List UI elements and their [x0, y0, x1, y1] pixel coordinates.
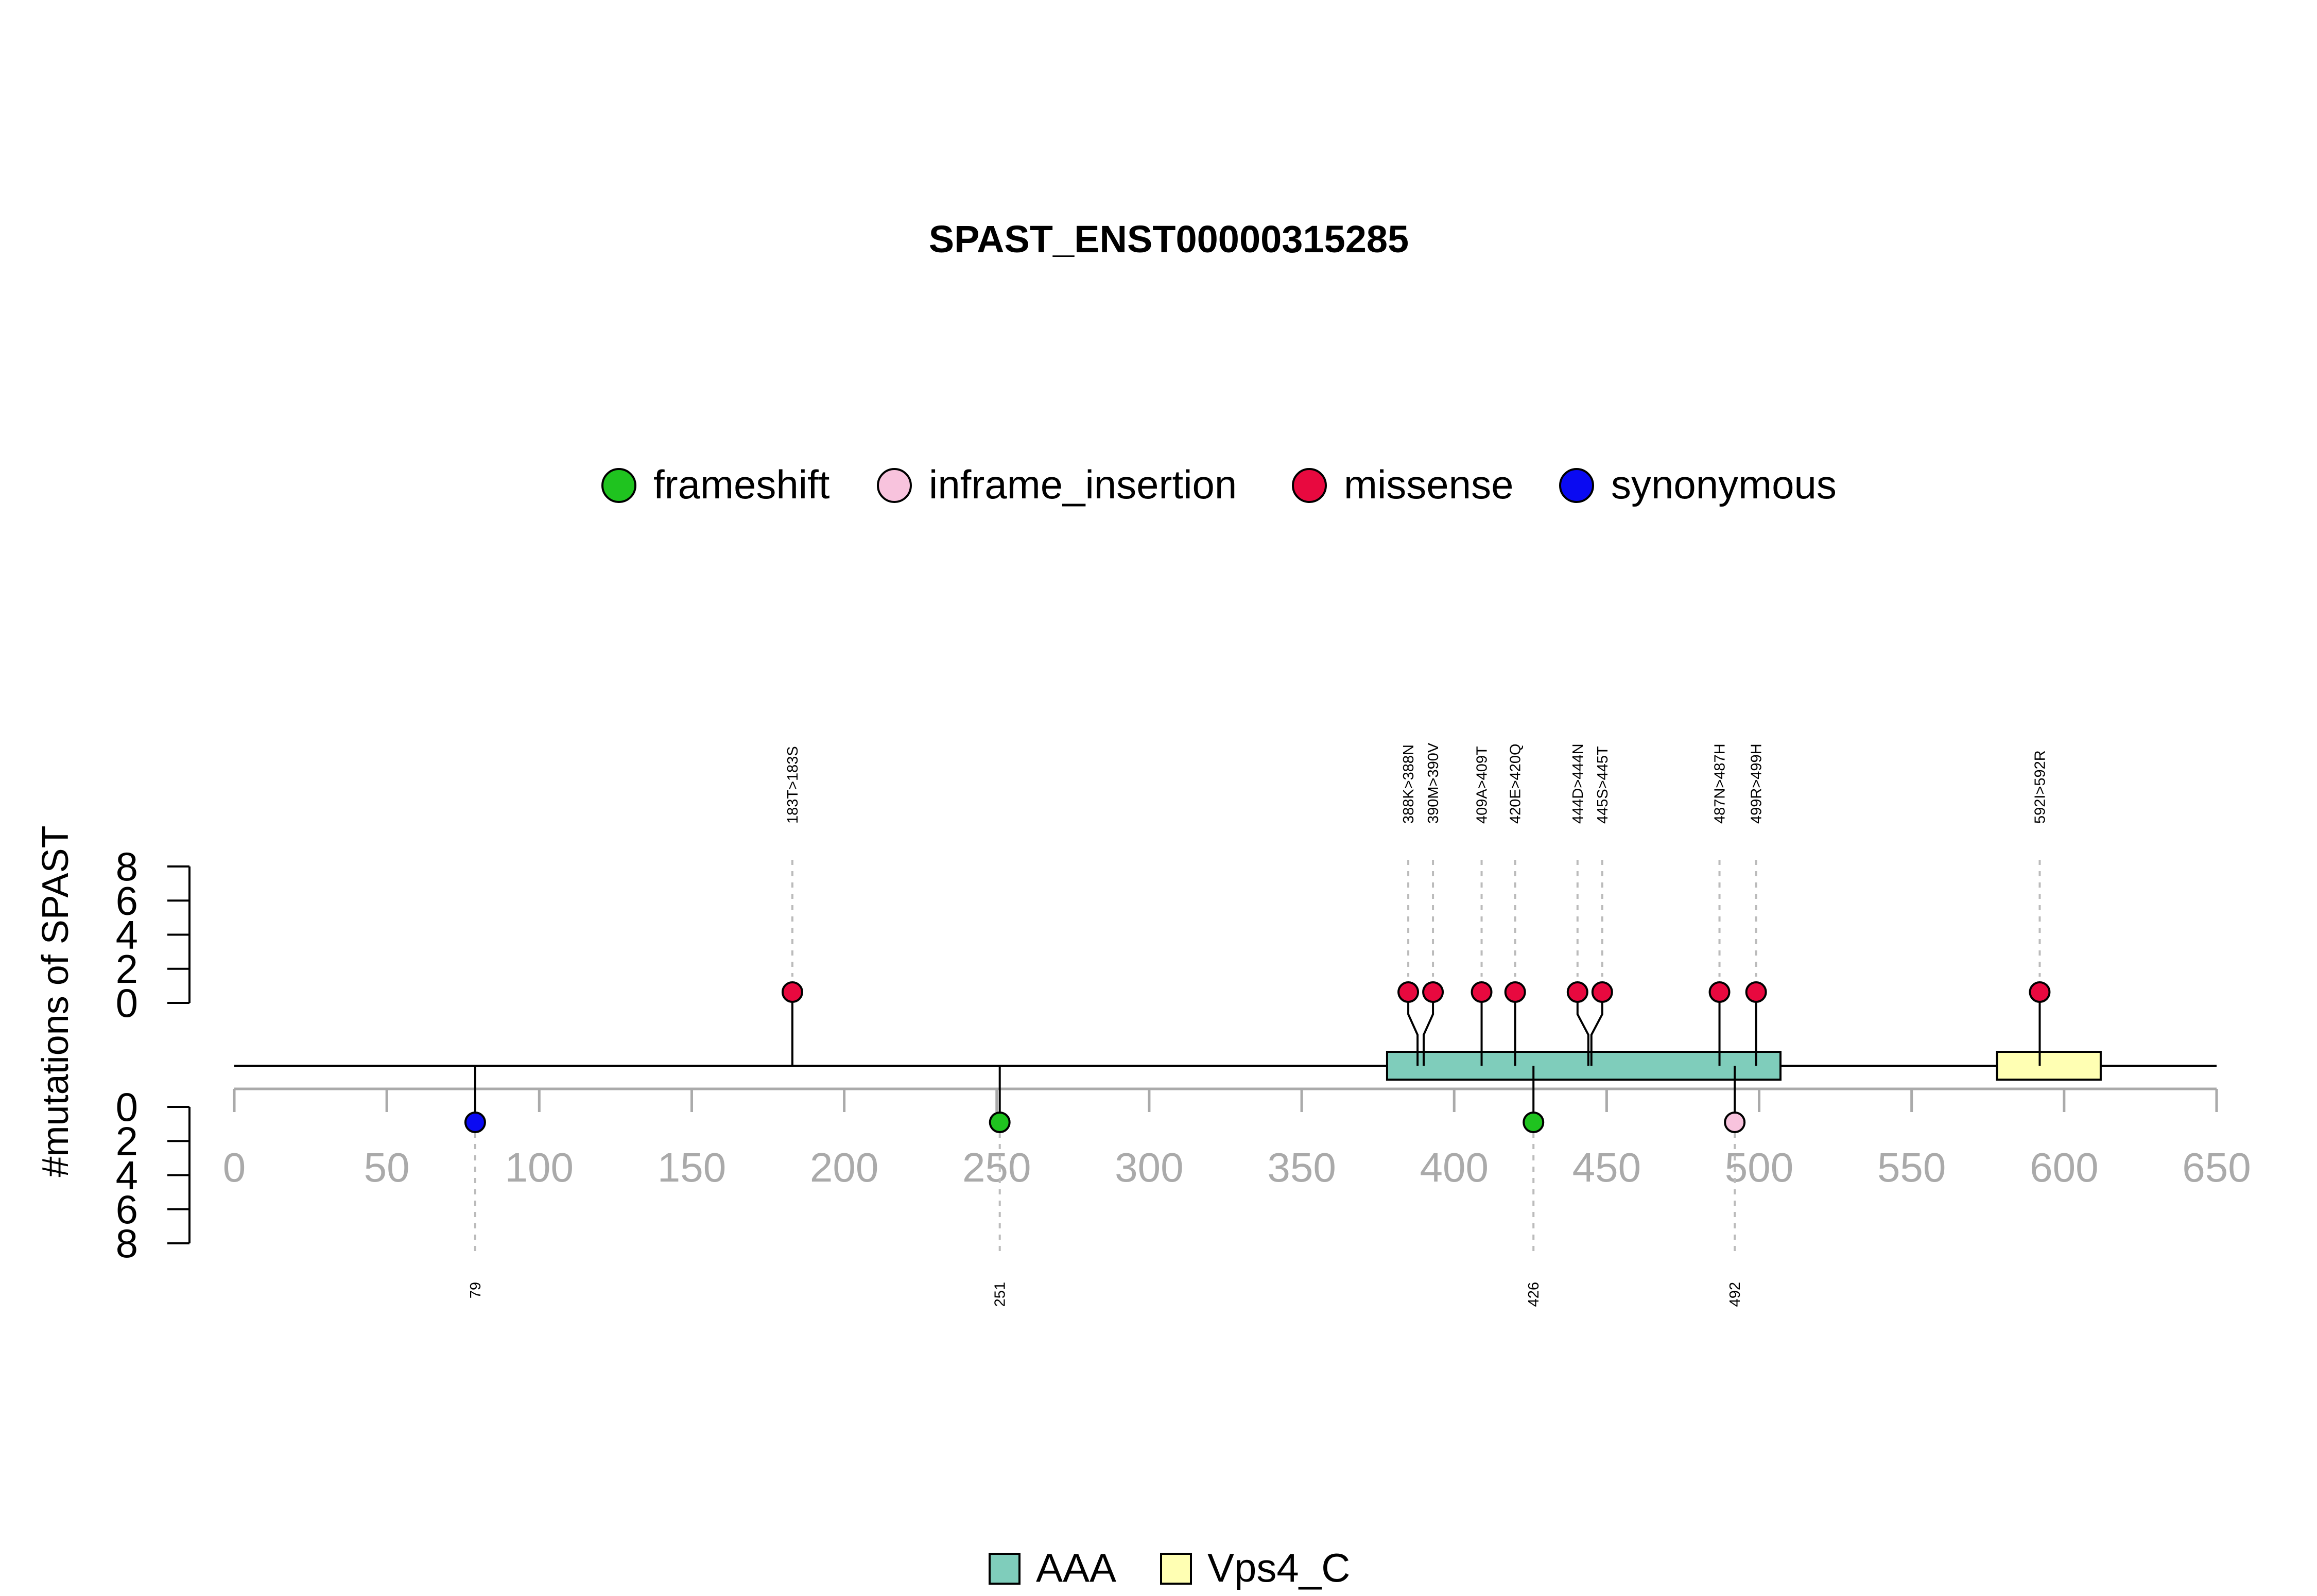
mutation-type-legend: frameshift inframe_insertion missense synon…: [601, 462, 1837, 507]
x-axis: 0 50 100 150 200 250 300 350 400 450 500 550 600 650: [223, 1087, 2251, 1190]
mutation-point: [1504, 981, 1526, 1003]
x-tick-label: 500: [1725, 1144, 1793, 1190]
mutation-point: [1422, 981, 1444, 1003]
domain-legend-swatch-Vps4_C: [1160, 1553, 1192, 1585]
domain-Vps4_C: [1996, 1051, 2102, 1081]
domain-legend-swatch-AAA: [989, 1553, 1021, 1585]
domain-legend: AAA Vps4_C: [989, 1545, 1351, 1590]
mutation-point: [1566, 981, 1588, 1003]
mutation-label: 79: [468, 1282, 484, 1298]
y-tick-label: 2: [116, 1118, 138, 1164]
mutation-point: [1708, 981, 1731, 1003]
x-tick-label: 200: [810, 1144, 878, 1190]
mutations-above: 183T>183S 388K>388N 390M>390V 409A>409T 420E…: [781, 742, 2051, 1066]
x-tick-label: 50: [364, 1144, 410, 1190]
mutation-label: 426: [1526, 1282, 1542, 1307]
mutation-label: 444D>444N: [1570, 743, 1586, 824]
mutation-stem: [1407, 992, 1419, 1066]
mutation-label: 183T>183S: [785, 746, 801, 824]
y-tick-label: 4: [116, 1153, 138, 1198]
mutation-label: 487N>487H: [1712, 743, 1728, 824]
legend-marker-synonymous: [1559, 468, 1594, 503]
x-tick-label: 150: [658, 1144, 726, 1190]
mutation-label: 492: [1727, 1282, 1743, 1307]
legend-label-inframe_insertion: inframe_insertion: [929, 462, 1237, 507]
x-tick-label: 650: [2182, 1144, 2251, 1190]
y-tick-label: 4: [116, 912, 138, 958]
mutation-point: [1745, 981, 1767, 1003]
mutation-point: [781, 981, 803, 1003]
x-tick-label: 550: [1877, 1144, 1946, 1190]
mutation-label: 390M>390V: [1425, 742, 1442, 824]
mutations-below: 79 251 426 492: [464, 1066, 1746, 1307]
y-tick-label: 2: [116, 946, 138, 992]
x-tick-label: 100: [505, 1144, 574, 1190]
mutation-label: 420E>420Q: [1508, 743, 1524, 824]
mutation-label: 592I>592R: [2032, 750, 2048, 824]
mutation-stem: [1576, 992, 1589, 1066]
domain-AAA: [1386, 1051, 1782, 1081]
y-tick-label: 8: [116, 844, 138, 889]
mutation-point: [1397, 981, 1420, 1003]
x-tick-label: 350: [1267, 1144, 1336, 1190]
y-tick-label: 8: [116, 1221, 138, 1266]
protein-domains: [1386, 1051, 2102, 1081]
mutation-stem: [1423, 992, 1434, 1066]
x-tick-label: 600: [2030, 1144, 2098, 1190]
mutation-point: [1523, 1112, 1545, 1133]
domain-legend-label-AAA: AAA: [1036, 1545, 1116, 1590]
mutation-label: 499R>499H: [1749, 743, 1765, 824]
x-tick-label: 450: [1572, 1144, 1641, 1190]
y-axis-label: #mutations of SPAST: [35, 826, 76, 1177]
y-tick-label: 0: [116, 980, 138, 1026]
mutation-point: [2029, 981, 2051, 1003]
mutation-label: 445S>445T: [1595, 746, 1611, 824]
y-tick-label: 6: [116, 878, 138, 923]
mutation-point: [1591, 981, 1613, 1003]
mutation-label: 388K>388N: [1400, 744, 1417, 824]
y-tick-label: 0: [116, 1084, 138, 1130]
legend-label-frameshift: frameshift: [653, 462, 830, 507]
chart-title: SPAST_ENST00000315285: [929, 218, 1409, 261]
mutation-point: [989, 1112, 1011, 1133]
x-tick-label: 400: [1420, 1144, 1488, 1190]
legend-marker-inframe_insertion: [877, 468, 912, 503]
legend-label-synonymous: synonymous: [1611, 462, 1837, 507]
x-tick-label: 0: [223, 1144, 246, 1190]
mutation-point: [1471, 981, 1493, 1003]
domain-legend-label-Vps4_C: Vps4_C: [1207, 1545, 1351, 1590]
legend-marker-frameshift: [601, 468, 636, 503]
x-tick-label: 250: [962, 1144, 1031, 1190]
y-tick-label: 6: [116, 1187, 138, 1232]
mutation-stem: [1590, 992, 1603, 1066]
legend-marker-missense: [1292, 468, 1327, 503]
mutation-label: 251: [992, 1282, 1009, 1307]
mutation-point: [1724, 1112, 1746, 1133]
legend-label-missense: missense: [1344, 462, 1513, 507]
mutation-label: 409A>409T: [1474, 746, 1491, 824]
mutation-point: [464, 1112, 486, 1133]
x-tick-label: 300: [1115, 1144, 1183, 1190]
